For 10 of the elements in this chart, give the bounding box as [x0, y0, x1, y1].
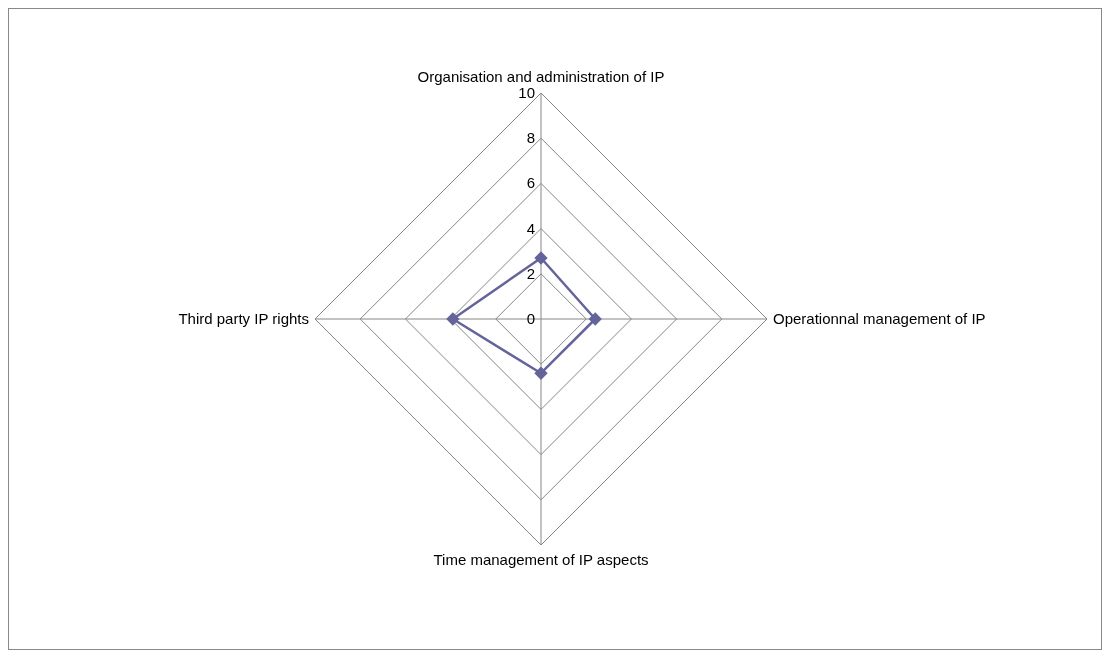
- y-tick-label: 10: [518, 84, 535, 101]
- spoke-label: Organisation and administration of IP: [417, 68, 665, 85]
- y-tick-label: 8: [526, 129, 535, 147]
- spoke-label: Operationnal management of IP: [773, 310, 986, 327]
- y-tick-label: 6: [526, 174, 535, 192]
- y-tick-label: 4: [526, 219, 535, 237]
- y-tick-label: 0: [526, 310, 535, 327]
- spoke-label: Time management of IP aspects: [433, 551, 649, 568]
- y-tick-label: 2: [526, 264, 535, 282]
- spoke-label: Third party IP rights: [178, 310, 309, 327]
